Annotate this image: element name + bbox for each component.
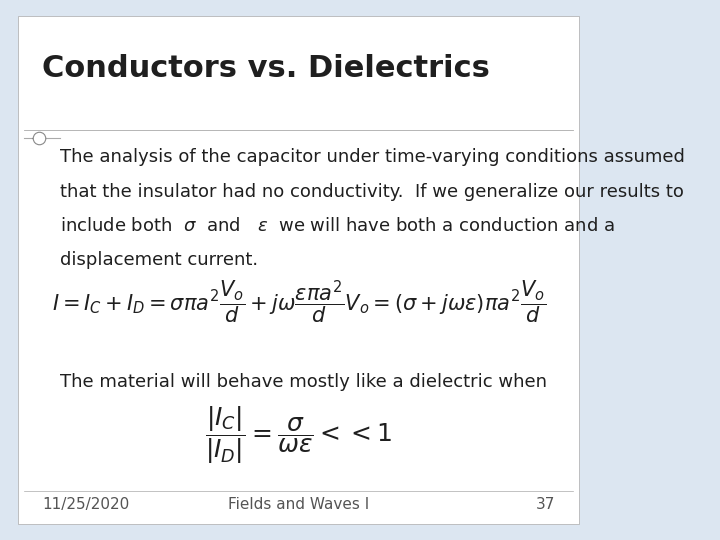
Text: The analysis of the capacitor under time-varying conditions assumed: The analysis of the capacitor under time… bbox=[60, 148, 685, 166]
Text: displacement current.: displacement current. bbox=[60, 251, 258, 268]
Text: The material will behave mostly like a dielectric when: The material will behave mostly like a d… bbox=[60, 373, 546, 390]
Text: Conductors vs. Dielectrics: Conductors vs. Dielectrics bbox=[42, 54, 490, 83]
Text: $\dfrac{|I_C|}{|I_D|} = \dfrac{\sigma}{\omega\varepsilon} << 1$: $\dfrac{|I_C|}{|I_D|} = \dfrac{\sigma}{\… bbox=[205, 404, 392, 465]
Text: $I = I_C + I_D = \sigma\pi a^2 \dfrac{V_o}{d} + j\omega \dfrac{\varepsilon\pi a^: $I = I_C + I_D = \sigma\pi a^2 \dfrac{V_… bbox=[52, 279, 546, 326]
FancyBboxPatch shape bbox=[18, 16, 580, 524]
Text: 37: 37 bbox=[536, 497, 556, 512]
Text: 11/25/2020: 11/25/2020 bbox=[42, 497, 129, 512]
Text: that the insulator had no conductivity.  If we generalize our results to: that the insulator had no conductivity. … bbox=[60, 183, 683, 200]
Text: Fields and Waves I: Fields and Waves I bbox=[228, 497, 369, 512]
Text: include both  $\sigma$  and   $\varepsilon$  we will have both a conduction and : include both $\sigma$ and $\varepsilon$ … bbox=[60, 217, 615, 234]
